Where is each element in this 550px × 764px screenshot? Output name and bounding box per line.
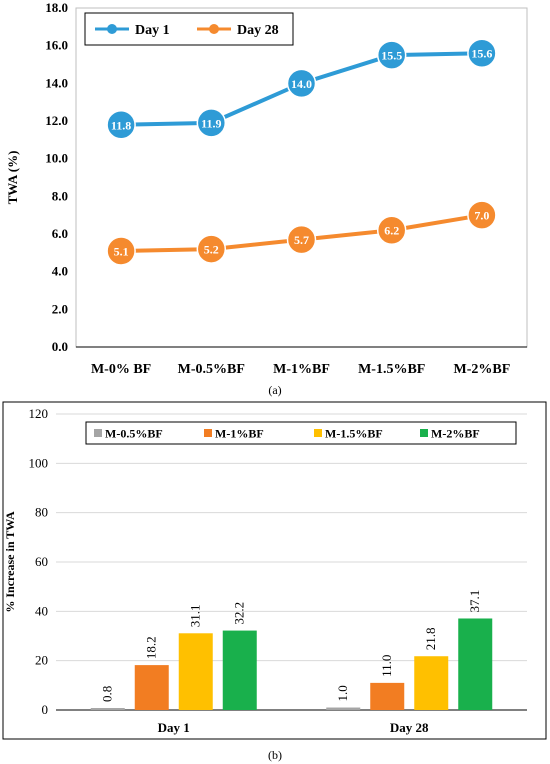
data-point (467, 200, 497, 230)
data-label: 31.1 (188, 605, 203, 628)
y-axis-label: TWA (%) (5, 151, 20, 205)
y-tick-label: 100 (29, 455, 49, 470)
data-label: 18.2 (144, 636, 159, 659)
y-tick-label: 40 (35, 603, 48, 618)
legend-marker (107, 24, 117, 34)
legend-swatch (314, 429, 322, 437)
x-tick-label: Day 1 (158, 720, 190, 735)
y-tick-label: 14.0 (45, 75, 68, 90)
data-label: 37.1 (467, 590, 482, 613)
data-point (286, 68, 317, 99)
y-tick-label: 4.0 (52, 264, 68, 279)
data-label: 7.0 (474, 209, 489, 223)
legend-swatch (420, 429, 428, 437)
caption-a: (a) (268, 383, 282, 397)
data-label: 5.1 (114, 244, 129, 258)
y-tick-label: 10.0 (45, 151, 68, 166)
data-label: 32.2 (232, 602, 247, 625)
y-axis-label: % Increase in TWA (3, 511, 17, 613)
data-label: 15.6 (471, 47, 492, 61)
legend-swatch (94, 429, 102, 437)
x-tick-label: M-1.5%BF (358, 362, 425, 377)
data-point (196, 108, 227, 138)
data-label: 14.0 (291, 77, 312, 91)
data-label: 5.2 (204, 243, 219, 257)
y-tick-label: 60 (35, 554, 48, 569)
legend-label: M-0.5%BF (105, 427, 163, 441)
data-label: 1.0 (335, 685, 350, 701)
data-label: 21.8 (423, 627, 438, 650)
bar (222, 630, 257, 710)
legend-marker (209, 24, 219, 34)
data-label: 5.7 (294, 233, 309, 247)
bar (134, 665, 169, 710)
data-point (106, 236, 136, 266)
data-label: 11.8 (111, 118, 131, 132)
data-point (106, 110, 136, 140)
y-tick-label: 80 (35, 505, 48, 520)
bar (370, 682, 405, 710)
x-tick-label: M-0% BF (91, 362, 151, 377)
y-tick-label: 120 (29, 406, 49, 421)
y-tick-label: 2.0 (52, 301, 68, 316)
caption-b: (b) (268, 748, 282, 762)
data-label: 11.9 (201, 116, 221, 130)
data-point (467, 38, 497, 68)
legend-label: Day 28 (237, 23, 279, 38)
legend-swatch (204, 429, 212, 437)
x-tick-label: M-0.5%BF (178, 362, 245, 377)
bar (414, 656, 449, 710)
data-point (196, 234, 227, 264)
data-label: 6.2 (384, 224, 399, 238)
data-point (286, 224, 317, 255)
y-tick-label: 8.0 (52, 188, 68, 203)
legend-label: M-1.5%BF (325, 427, 383, 441)
bar-chart-increase: 0 20 40 60 80 100 120 % Increase in TWA Day 1 0.8… (2, 401, 547, 740)
data-point (376, 215, 407, 245)
y-tick-label: 16.0 (45, 38, 68, 53)
bar (178, 633, 213, 710)
legend-label: M-1%BF (215, 427, 264, 441)
x-tick-label: M-2%BF (454, 362, 511, 377)
bar (458, 618, 493, 710)
chart-border (2, 401, 547, 740)
x-tick-label: M-1%BF (273, 362, 330, 377)
legend-label: Day 1 (135, 23, 170, 38)
data-label: 11.0 (379, 655, 394, 677)
y-tick-label: 0 (42, 702, 49, 717)
bar (326, 707, 361, 710)
y-tick-label: 20 (35, 653, 48, 668)
data-label: 0.8 (100, 686, 115, 702)
legend-label: M-2%BF (431, 427, 480, 441)
data-point (376, 40, 407, 70)
x-tick-label: Day 28 (390, 720, 429, 735)
plot-frame (75, 7, 528, 348)
bar (90, 708, 125, 710)
legend-box (85, 421, 517, 445)
y-tick-label: 0.0 (52, 339, 68, 354)
y-tick-label: 6.0 (52, 226, 68, 241)
data-label: 15.5 (381, 49, 402, 63)
y-tick-label: 12.0 (45, 113, 68, 128)
line-chart-twa: 0.0 2.0 4.0 6.0 8.0 10.0 12.0 14.0 16.0 18.0 M-0% … (5, 0, 528, 377)
y-tick-label: 18.0 (45, 0, 68, 15)
